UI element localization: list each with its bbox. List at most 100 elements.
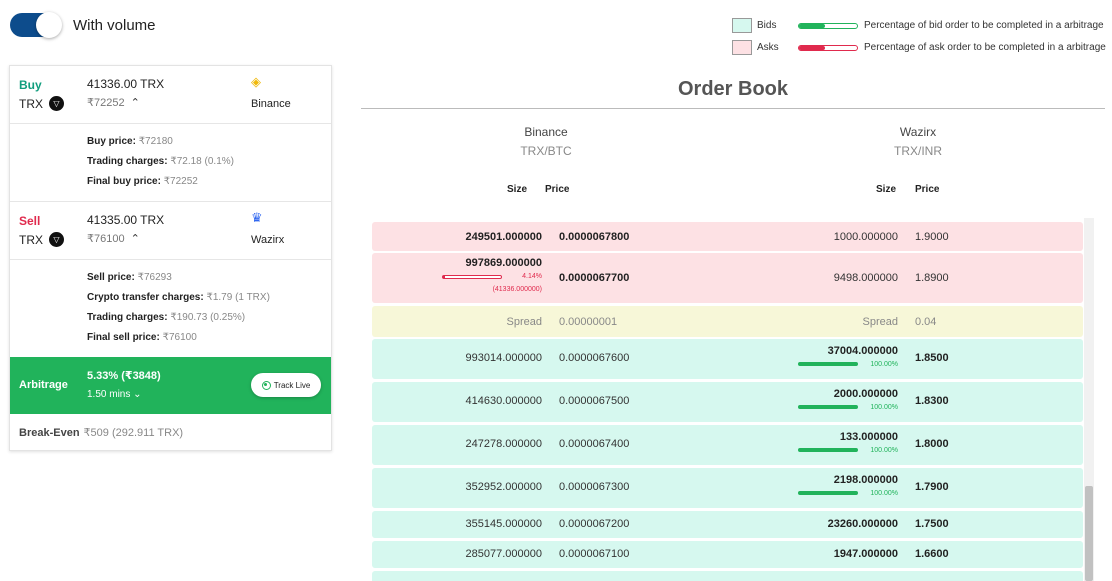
right-size: 2198.000000 <box>833 474 898 486</box>
right-size: 23260.000000 <box>827 518 898 530</box>
detail-value: ₹76293 <box>137 272 172 283</box>
bids-swatch <box>732 18 752 33</box>
left-size: 993014.000000 <box>465 352 542 364</box>
chevron-up-icon[interactable]: ⌃ <box>130 97 140 109</box>
detail-value: ₹72180 <box>138 136 173 147</box>
order-book-scrollbar[interactable] <box>1084 218 1094 581</box>
left-price-header: Price <box>545 184 570 195</box>
right-price: 1.8500 <box>915 352 949 364</box>
bid-completion-bar <box>798 448 858 452</box>
detail-value: ₹72252 <box>163 176 198 187</box>
order-book-rows[interactable]: 249501.000000 0.0000067800 1000.000000 1… <box>372 218 1083 581</box>
arbitrage-label: Arbitrage <box>19 379 68 391</box>
chevron-up-icon[interactable]: ⌃ <box>130 233 140 245</box>
right-size: 1000.000000 <box>833 231 898 243</box>
sell-detail-row: Final sell price: ₹76100 <box>87 332 197 343</box>
left-price: 0.0000067200 <box>559 518 630 530</box>
detail-value: ₹1.79 (1 TRX) <box>206 292 270 303</box>
sell-inr[interactable]: ₹76100 ⌃ <box>87 232 140 245</box>
left-price: 0.0000067100 <box>559 548 630 560</box>
left-price: 0.0000067700 <box>559 272 630 284</box>
volume-toggle[interactable] <box>10 12 62 38</box>
buy-label: Buy <box>19 78 42 92</box>
left-price: 0.0000067400 <box>559 438 630 450</box>
left-price: 0.0000067300 <box>559 481 630 493</box>
ask-completion-bar <box>442 275 502 279</box>
right-size: 9498.000000 <box>833 272 898 284</box>
bid-completion-pct: 100.00% <box>870 404 898 411</box>
right-price: 1.7500 <box>915 518 949 530</box>
buy-section[interactable]: Buy TRX ▽ 41336.00 TRX ₹72252 ⌃ ◈ Binance <box>10 66 331 124</box>
right-size: 133.000000 <box>839 431 898 443</box>
buy-coin-name: TRX <box>19 96 43 111</box>
bid-legend-desc: Percentage of bid order to be completed … <box>864 20 1104 31</box>
right-price: 1.6600 <box>915 548 949 560</box>
bid-completion-bar <box>798 362 858 366</box>
scrollbar-thumb[interactable] <box>1085 486 1093 581</box>
buy-details: Buy price: ₹72180 Trading charges: ₹72.1… <box>10 124 331 202</box>
chevron-down-icon[interactable]: ⌄ <box>133 389 142 400</box>
buy-exchange: Binance <box>251 98 291 110</box>
buy-detail-row: Final buy price: ₹72252 <box>87 176 198 187</box>
order-row-bid: 285077.000000 0.0000067100 1947.000000 1… <box>372 541 1083 568</box>
detail-value: ₹190.73 (0.25%) <box>170 312 246 323</box>
ask-legend-bar <box>798 45 858 51</box>
arbitrage-mins-value: 1.50 mins <box>87 389 131 400</box>
ask-legend-desc: Percentage of ask order to be completed … <box>864 42 1106 53</box>
buy-coin: TRX ▽ <box>19 96 64 111</box>
left-size: 352952.000000 <box>465 481 542 493</box>
left-size-header: Size <box>507 184 528 195</box>
binance-logo-icon: ◈ <box>251 74 261 89</box>
bid-legend-bar <box>798 23 858 29</box>
left-size: 285077.000000 <box>465 548 542 560</box>
order-book-title: Order Book <box>677 78 789 100</box>
order-book-divider <box>361 108 1105 109</box>
right-size: 37004.000000 <box>827 345 898 357</box>
bid-completion-bar <box>798 491 858 495</box>
ask-completion-pct: 4.14% <box>522 273 542 280</box>
bid-completion-pct: 100.00% <box>870 361 898 368</box>
detail-key: Trading charges: <box>87 156 168 167</box>
bid-completion-fill <box>799 406 857 408</box>
bid-completion-fill <box>799 449 857 451</box>
order-row-bid: 993014.000000 0.0000067600 37004.000000 … <box>372 339 1083 379</box>
sell-section[interactable]: Sell TRX ▽ 41335.00 TRX ₹76100 ⌃ ♛ Wazirx <box>10 202 331 260</box>
left-size: 997869.000000 <box>465 257 542 269</box>
right-exchange-name: Wazirx <box>899 125 937 139</box>
order-row-ask: 997869.000000 4.14% (41336.000000) 0.000… <box>372 253 1083 303</box>
buy-amount: 41336.00 TRX <box>87 77 165 91</box>
left-exchange-header: Binance TRX/BTC <box>446 125 646 158</box>
left-exchange-name: Binance <box>524 125 568 139</box>
ask-completion-fill <box>443 276 446 278</box>
arbitrage-mins[interactable]: 1.50 mins ⌄ <box>87 389 142 400</box>
live-dot-icon <box>261 380 271 390</box>
right-price-header: Price <box>915 184 940 195</box>
detail-key: Final buy price: <box>87 176 161 187</box>
toggle-knob[interactable] <box>36 12 62 38</box>
order-row-spread: Spread 0.00000001 Spread 0.04 <box>372 306 1083 337</box>
break-even-label: Break-Even <box>19 427 80 439</box>
buy-detail-row: Buy price: ₹72180 <box>87 136 173 147</box>
sell-coin: TRX ▽ <box>19 232 64 247</box>
right-spread-value: 0.04 <box>915 316 937 328</box>
track-live-label: Track Live <box>273 380 311 390</box>
left-price: 0.0000067600 <box>559 352 630 364</box>
detail-value: ₹72.18 (0.1%) <box>170 156 234 167</box>
order-row-bid: 352952.000000 0.0000067300 2198.000000 1… <box>372 468 1083 508</box>
bids-label: Bids <box>757 20 777 31</box>
trx-icon: ▽ <box>49 96 64 111</box>
left-size: 355145.000000 <box>465 518 542 530</box>
detail-key: Buy price: <box>87 136 136 147</box>
detail-key: Sell price: <box>87 272 135 283</box>
bid-completion-pct: 100.00% <box>870 447 898 454</box>
buy-detail-row: Trading charges: ₹72.18 (0.1%) <box>87 156 234 167</box>
left-spread-label: Spread <box>506 316 542 328</box>
right-price: 1.7900 <box>915 481 949 493</box>
right-spread-label: Spread <box>862 316 898 328</box>
order-row-bid: 247278.000000 0.0000067400 133.000000 10… <box>372 425 1083 465</box>
bid-completion-pct: 100.00% <box>870 490 898 497</box>
buy-inr[interactable]: ₹72252 ⌃ <box>87 96 140 109</box>
order-row-ask: 249501.000000 0.0000067800 1000.000000 1… <box>372 222 1083 251</box>
track-live-button[interactable]: Track Live <box>251 373 321 397</box>
left-size: 249501.000000 <box>465 231 542 243</box>
